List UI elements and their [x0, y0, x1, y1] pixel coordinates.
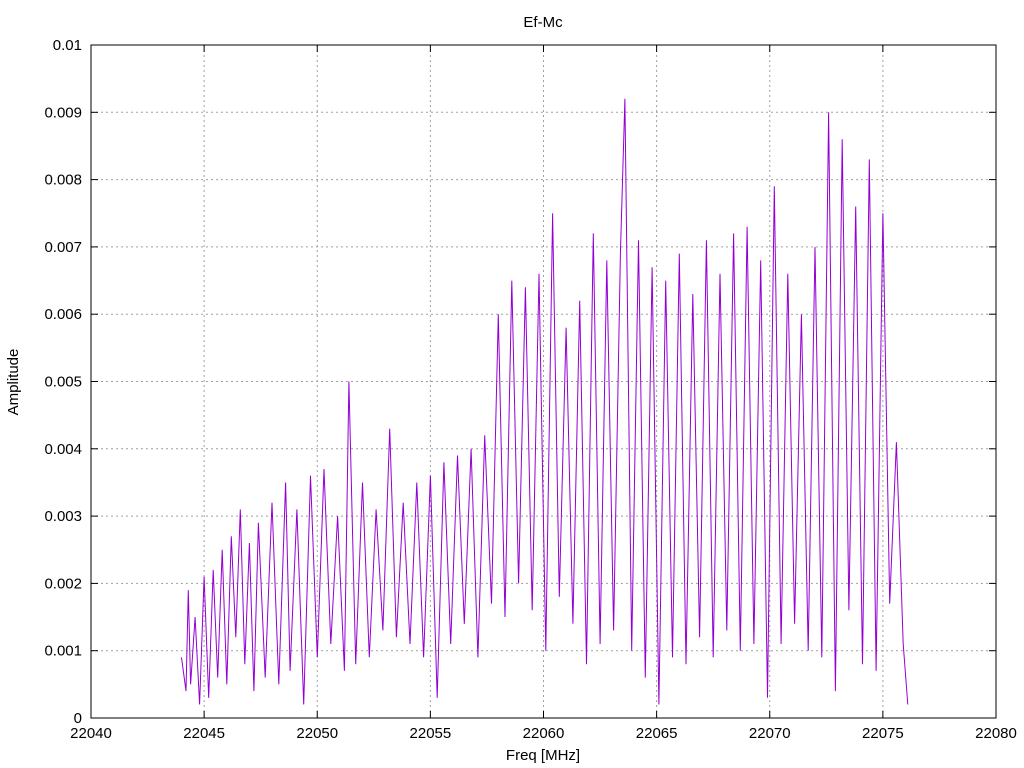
x-axis-title: Freq [MHz]: [506, 747, 580, 764]
y-axis: 0 0.001 0.002 0.003 0.004 0.005 0.006 0.007 0.00…: [44, 37, 996, 727]
x-tick-label: 22060: [523, 725, 565, 742]
series-area: [181, 98, 909, 705]
y-tick-label: 0.009: [44, 104, 82, 121]
x-tick-label: 22075: [862, 725, 904, 742]
x-tick-label: 22065: [636, 725, 678, 742]
y-tick-label: 0.002: [44, 575, 82, 592]
x-tick-label: 22045: [183, 725, 225, 742]
grid: [91, 45, 996, 718]
x-axis: 22040 22045 22050 22055 22060 22065 22070 22075…: [70, 45, 1017, 742]
y-tick-label: 0.007: [44, 239, 82, 256]
x-tick-label: 22080: [975, 725, 1017, 742]
y-tick-label: 0.01: [53, 37, 82, 54]
y-axis-title: Amplitude: [5, 349, 22, 416]
y-tick-label: 0.003: [44, 508, 82, 525]
x-tick-label: 22040: [70, 725, 112, 742]
series-line: [181, 98, 909, 705]
y-tick-label: 0.004: [44, 441, 82, 458]
y-tick-label: 0: [74, 710, 82, 727]
x-tick-label: 22070: [749, 725, 791, 742]
y-tick-label: 0.006: [44, 306, 82, 323]
chart-title: Ef-Mc: [523, 14, 563, 31]
x-tick-label: 22055: [410, 725, 452, 742]
y-tick-label: 0.005: [44, 374, 82, 391]
y-tick-label: 0.008: [44, 172, 82, 189]
y-tick-label: 0.001: [44, 643, 82, 660]
x-tick-label: 22050: [296, 725, 338, 742]
